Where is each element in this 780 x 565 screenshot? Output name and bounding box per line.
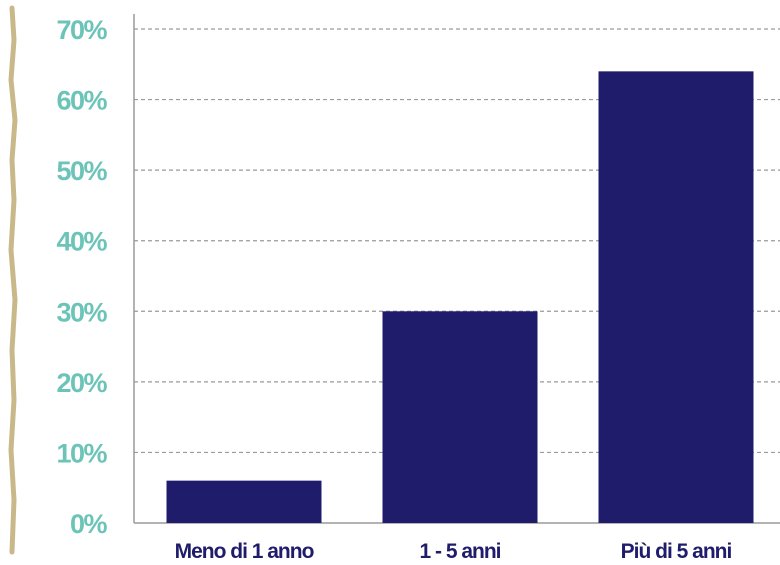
x-tick-label: 1 - 5 anni — [419, 540, 500, 563]
y-tick-label: 40% — [56, 227, 107, 257]
bar — [598, 71, 754, 523]
y-tick-label: 70% — [56, 15, 107, 45]
x-tick-label: Più di 5 anni — [621, 540, 732, 563]
bars — [166, 71, 754, 523]
bar — [166, 480, 322, 523]
y-tick-label: 0% — [70, 509, 108, 539]
bar — [382, 311, 538, 523]
decorative-left-border — [8, 5, 18, 555]
x-tick-label: Meno di 1 anno — [175, 540, 314, 563]
y-tick-label: 60% — [56, 86, 107, 116]
y-tick-label: 30% — [56, 297, 107, 327]
y-tick-label: 20% — [56, 368, 107, 398]
y-tick-labels: 0% 10% 20% 30% 40% 50% 60% 70% — [56, 15, 109, 539]
y-tick-label: 10% — [56, 438, 107, 468]
y-tick-label: 50% — [56, 156, 107, 186]
x-tick-labels: Meno di 1 anno 1 - 5 anni Più di 5 anni — [175, 540, 733, 563]
